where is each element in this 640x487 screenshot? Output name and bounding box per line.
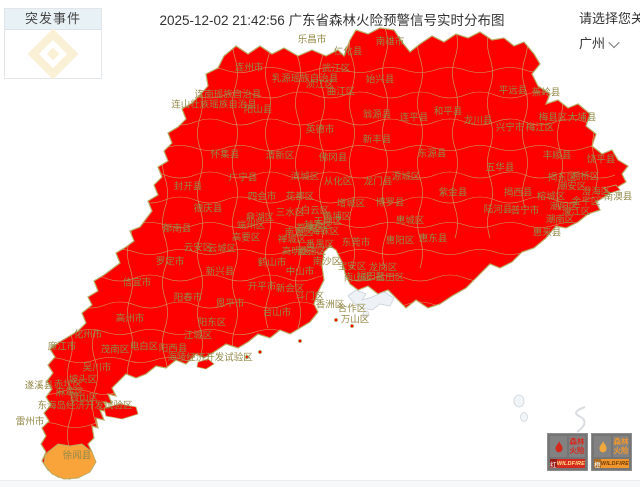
xuwen-region-orange[interactable] xyxy=(43,443,97,480)
warning-level-en: WILDFIRE xyxy=(556,460,585,467)
hongkong-region xyxy=(347,289,395,318)
warning-level-en: WILDFIRE xyxy=(600,460,629,467)
city-select-value: 广州 xyxy=(579,36,606,51)
warning-level-strip: 橙 WILDFIRE xyxy=(594,459,629,469)
warning-level-char: 橙 xyxy=(594,459,601,469)
incident-panel-header[interactable]: 突发事件 xyxy=(5,9,101,30)
islets-red xyxy=(103,184,621,420)
offshore-islands xyxy=(513,394,528,422)
red-wildfire-warning-sign: 森林 火险 红 WILDFIRE xyxy=(547,433,588,471)
warning-level-strip: 红 WILDFIRE xyxy=(550,459,585,469)
page-bottom-strip xyxy=(0,480,640,487)
chevron-down-icon xyxy=(608,36,620,49)
warning-sign-title: 森林 火险 xyxy=(569,436,585,457)
orange-wildfire-warning-sign: 森林 火险 橙 WILDFIRE xyxy=(591,433,632,471)
incident-panel: 突发事件 xyxy=(4,8,102,80)
flame-icon xyxy=(594,436,611,457)
warning-level-char: 红 xyxy=(550,459,557,469)
flame-icon xyxy=(550,436,567,457)
warning-sign-title: 森林 火险 xyxy=(613,436,629,457)
page-title: 2025-12-02 21:42:56 广东省森林火险预警信号实时分布图 xyxy=(159,13,505,28)
smoke-curl-decoration xyxy=(575,406,586,433)
city-select[interactable]: 广州 xyxy=(579,33,620,52)
city-select-prompt: 请选择您关 xyxy=(579,11,640,26)
diamond-watermark-icon xyxy=(27,28,79,80)
incident-panel-body xyxy=(5,28,101,80)
wildfire-warning-legend: 森林 火险 红 WILDFIRE 森林 火险 橙 WILDFIRE xyxy=(547,433,632,471)
